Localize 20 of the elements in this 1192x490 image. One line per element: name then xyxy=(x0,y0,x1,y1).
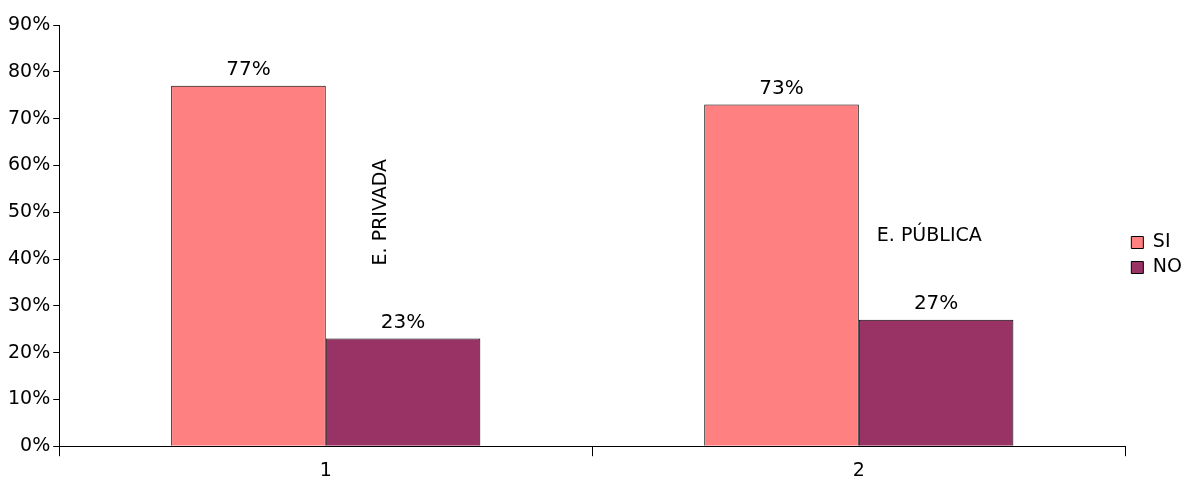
y-tick-label: 50% xyxy=(8,199,51,222)
y-tick-label: 20% xyxy=(8,339,51,362)
x-tick-label: 2 xyxy=(852,457,865,480)
x-tick-label: 1 xyxy=(319,457,332,480)
legend-label: SI xyxy=(1152,229,1171,252)
text: 27% xyxy=(913,290,959,315)
y-tick-label: 90% xyxy=(8,11,51,34)
y-tick-label: 70% xyxy=(8,105,51,128)
text: 73% xyxy=(759,74,804,99)
y-tick-label: 0% xyxy=(20,433,51,456)
legend-label: NO xyxy=(1152,254,1182,277)
text: 77% xyxy=(226,56,271,81)
y-tick-label: 10% xyxy=(8,386,51,409)
y-tick-label: 30% xyxy=(8,292,51,315)
y-tick-label: 80% xyxy=(8,58,51,81)
annotation: E. PÚBLICA xyxy=(876,221,982,245)
y-tick-label: 60% xyxy=(8,152,51,175)
text: 23% xyxy=(380,308,426,333)
y-tick-label: 40% xyxy=(8,245,51,268)
annotation: E. PRIVADA xyxy=(367,158,390,266)
